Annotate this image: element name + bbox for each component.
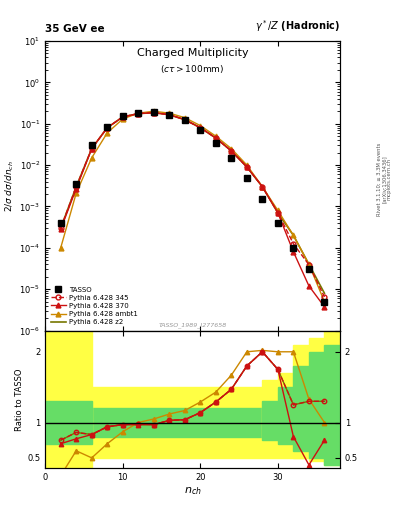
Bar <box>309 337 325 461</box>
Bar <box>294 366 309 451</box>
Y-axis label: $2/\sigma\;d\sigma/dn_{ch}$: $2/\sigma\;d\sigma/dn_{ch}$ <box>4 160 17 211</box>
Text: mcplots.cern.ch: mcplots.cern.ch <box>387 158 391 200</box>
Bar <box>263 401 278 440</box>
Bar <box>325 331 340 465</box>
Y-axis label: Ratio to TASSO: Ratio to TASSO <box>15 368 24 431</box>
Bar <box>45 327 92 468</box>
Text: 35 GeV ee: 35 GeV ee <box>45 24 105 34</box>
Bar <box>294 345 309 458</box>
Bar <box>45 401 92 444</box>
Bar <box>45 387 340 458</box>
Bar <box>278 373 294 454</box>
Legend: TASSO, Pythia 6.428 345, Pythia 6.428 370, Pythia 6.428 ambt1, Pythia 6.428 z2: TASSO, Pythia 6.428 345, Pythia 6.428 37… <box>49 285 140 327</box>
Bar <box>45 409 340 437</box>
Text: $(c\tau > 100\mathrm{mm})$: $(c\tau > 100\mathrm{mm})$ <box>160 62 225 75</box>
Text: [arXiv:1306.3436]: [arXiv:1306.3436] <box>382 155 387 203</box>
Bar <box>325 345 340 465</box>
Bar <box>263 380 278 451</box>
Bar <box>309 352 325 458</box>
Text: $\gamma^*/Z$ (Hadronic): $\gamma^*/Z$ (Hadronic) <box>255 18 340 34</box>
Bar <box>278 387 294 444</box>
Text: Charged Multiplicity: Charged Multiplicity <box>137 48 248 58</box>
Text: TASSO_1989_I277658: TASSO_1989_I277658 <box>158 322 227 328</box>
Text: Rivet 3.1.10; ≥ 3.3M events: Rivet 3.1.10; ≥ 3.3M events <box>377 142 382 216</box>
X-axis label: $n_{ch}$: $n_{ch}$ <box>184 485 202 497</box>
